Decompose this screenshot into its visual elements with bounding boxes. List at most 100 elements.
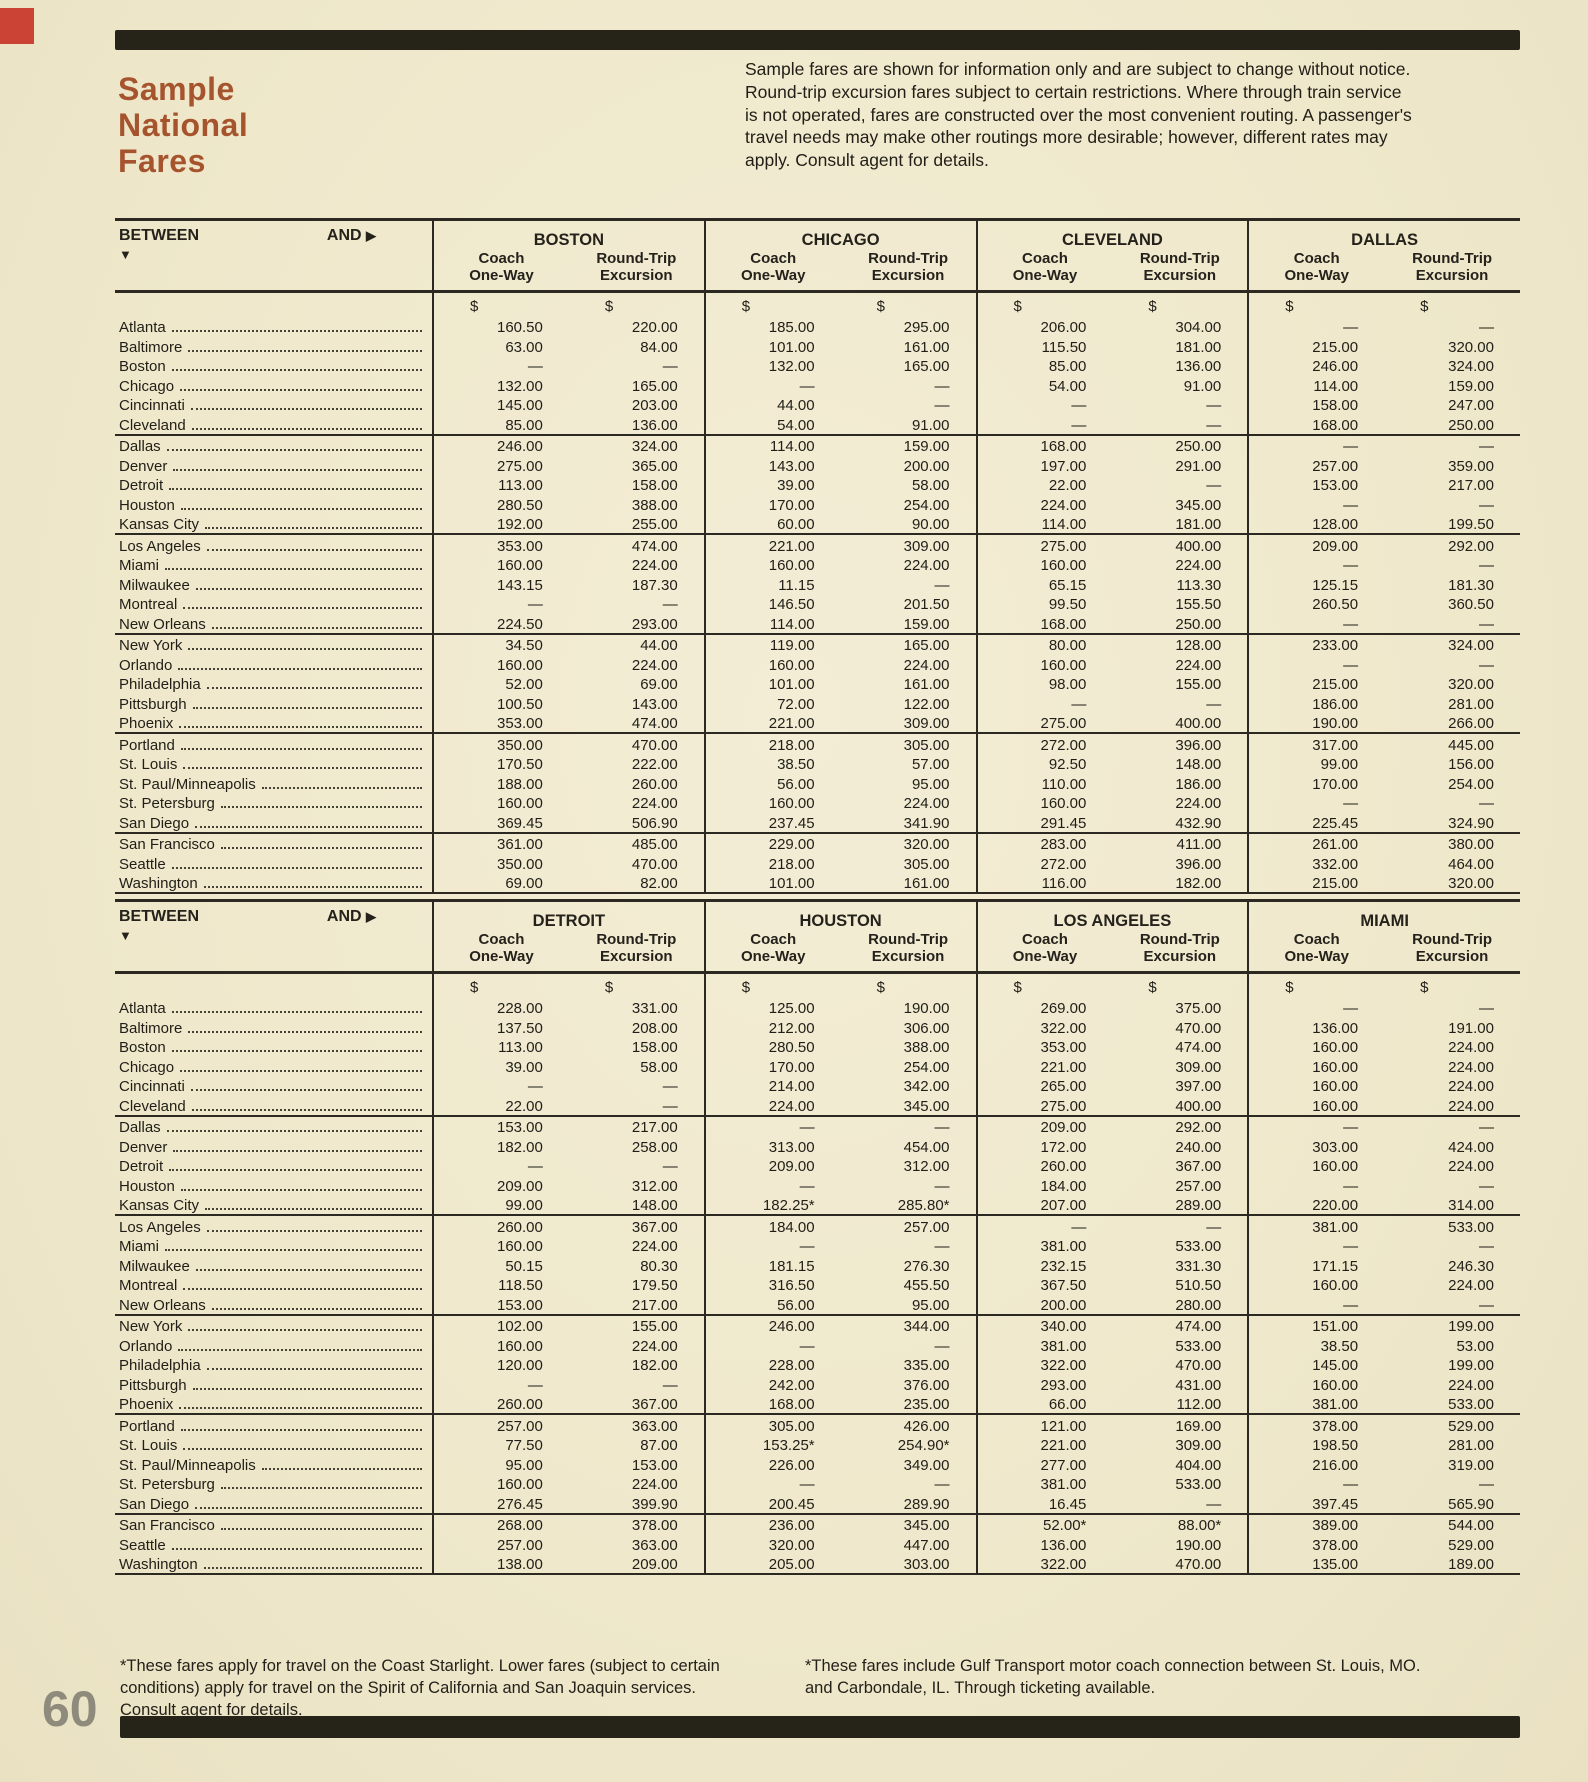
fare-cell: 397.00 bbox=[1175, 1078, 1222, 1095]
fare-cell: 322.00 bbox=[975, 1017, 1113, 1037]
fare-cell: 218.00 bbox=[703, 853, 841, 873]
fare-cell: — bbox=[1247, 316, 1385, 336]
fare-cell: 170.00 bbox=[703, 494, 841, 514]
fare-row-san-diego: San Diego 276.45 399.90 200.45 289.90 16.45 — 3… bbox=[115, 1493, 1520, 1514]
fare-cell: — bbox=[934, 1238, 950, 1255]
dotted-leader bbox=[220, 846, 422, 849]
fare-cell: 172.00 bbox=[975, 1136, 1113, 1156]
column-city-houston: HOUSTON bbox=[703, 900, 977, 931]
dotted-leader bbox=[173, 1149, 422, 1152]
fare-cell: 38.50 bbox=[1247, 1335, 1385, 1355]
fare-cell: 136.00 bbox=[1175, 358, 1222, 375]
fare-cell: 171.15 bbox=[1247, 1255, 1385, 1275]
dotted-leader bbox=[171, 1010, 422, 1013]
fare-row-group: Atlanta 160.50 220.00 185.00 295.00 206.00 304… bbox=[115, 316, 1520, 435]
fare-row-los-angeles: Los Angeles 260.00 367.00 184.00 257.00 — — 381… bbox=[115, 1215, 1520, 1236]
fare-cell: 275.00 bbox=[975, 534, 1113, 555]
between-label: BETWEEN bbox=[119, 908, 199, 925]
dotted-leader bbox=[195, 587, 422, 590]
row-city-label: Miami bbox=[119, 557, 159, 574]
row-city-label: Washington bbox=[119, 875, 198, 892]
fare-cell: 69.00 bbox=[432, 872, 569, 893]
fare-cell: 474.00 bbox=[1175, 1318, 1222, 1335]
fare-row-pittsburgh: Pittsburgh 100.50 143.00 72.00 122.00 — — 186.0… bbox=[115, 693, 1520, 713]
currency-row: $ $ $ $ $ $ $ $ bbox=[115, 972, 1520, 998]
fare-cell: 151.00 bbox=[1247, 1314, 1385, 1335]
row-city-label: Phoenix bbox=[119, 715, 174, 732]
fare-cell: — bbox=[703, 1175, 841, 1195]
fare-cell: 99.50 bbox=[975, 593, 1113, 613]
dotted-leader bbox=[188, 1328, 422, 1331]
fare-cell: 101.00 bbox=[703, 336, 841, 356]
fare-cell: 529.00 bbox=[1448, 1417, 1494, 1435]
fare-cell: 206.00 bbox=[975, 316, 1113, 336]
fare-cell: 291.00 bbox=[1175, 457, 1222, 475]
fare-cell: 470.00 bbox=[1175, 1556, 1222, 1573]
fare-cell: 208.00 bbox=[631, 1019, 678, 1037]
fare-cell: 209.00 bbox=[1247, 534, 1385, 555]
fare-cell: 57.00 bbox=[911, 756, 950, 773]
currency-sign: $ bbox=[1148, 297, 1157, 315]
fare-cell: 114.00 bbox=[1247, 375, 1385, 395]
fare-cell: — bbox=[1247, 792, 1385, 812]
fare-cell: 344.00 bbox=[903, 1318, 950, 1335]
fare-cell: 182.00 bbox=[631, 1357, 678, 1374]
fare-cell: 199.00 bbox=[1448, 1357, 1494, 1374]
fare-cell: 396.00 bbox=[1175, 736, 1222, 754]
fare-cell: 125.00 bbox=[703, 997, 841, 1017]
fare-cell: — bbox=[1479, 795, 1494, 812]
fare-cell: — bbox=[432, 1374, 569, 1394]
fare-cell: 110.00 bbox=[975, 773, 1113, 793]
fare-cell: 224.00 bbox=[1448, 1039, 1494, 1056]
fare-cell: 224.00 bbox=[631, 795, 678, 812]
dotted-leader bbox=[205, 526, 422, 529]
fare-cell: 303.00 bbox=[1247, 1136, 1385, 1156]
fare-cell: — bbox=[1479, 1238, 1494, 1255]
dotted-leader bbox=[188, 647, 422, 650]
currency-sign: $ bbox=[703, 291, 841, 317]
fare-cell: 160.00 bbox=[703, 554, 841, 574]
fare-cell: 170.50 bbox=[432, 753, 569, 773]
fare-cell: 319.00 bbox=[1448, 1456, 1494, 1474]
fare-cell: 320.00 bbox=[703, 1534, 841, 1554]
fare-cell: 160.00 bbox=[1247, 1374, 1385, 1394]
row-city-label: Montreal bbox=[119, 596, 178, 613]
fare-row-atlanta: Atlanta 160.50 220.00 185.00 295.00 206.00 304… bbox=[115, 316, 1520, 336]
fare-cell: 312.00 bbox=[631, 1177, 678, 1195]
fare-cell: 400.00 bbox=[1175, 1097, 1222, 1115]
fare-cell: 90.00 bbox=[911, 516, 950, 533]
row-city-label: Cleveland bbox=[119, 1097, 186, 1115]
fare-cell: 400.00 bbox=[1175, 537, 1222, 555]
row-city-label: Detroit bbox=[119, 1158, 164, 1175]
row-city-label: Boston bbox=[119, 358, 166, 375]
fare-cell: 98.00 bbox=[975, 673, 1113, 693]
row-city-label: Pittsburgh bbox=[119, 695, 187, 713]
dotted-leader bbox=[169, 487, 422, 490]
dotted-leader bbox=[178, 1348, 422, 1351]
fare-cell: 381.00 bbox=[1247, 1215, 1385, 1236]
fare-cell: 388.00 bbox=[631, 496, 678, 514]
fare-row-group: Los Angeles 353.00 474.00 221.00 309.00 275.0… bbox=[115, 534, 1520, 634]
fare-cell: 99.00 bbox=[1247, 753, 1385, 773]
fare-row-montreal: Montreal 118.50 179.50 316.50 455.50 367.50 51… bbox=[115, 1274, 1520, 1294]
fare-cell: 224.00 bbox=[1448, 1277, 1494, 1294]
fare-cell: 179.50 bbox=[631, 1277, 678, 1294]
fare-cell: 155.50 bbox=[1175, 596, 1222, 613]
fare-cell: 396.00 bbox=[1175, 855, 1222, 873]
fare-cell: — bbox=[662, 1158, 678, 1175]
row-city-label: Pittsburgh bbox=[119, 1376, 187, 1394]
fare-cell: 85.00 bbox=[975, 355, 1113, 375]
fare-cell: 160.00 bbox=[1247, 1274, 1385, 1294]
fare-cell: 161.00 bbox=[903, 875, 950, 892]
fare-cell: 95.00 bbox=[911, 1296, 950, 1314]
fare-cell: 359.00 bbox=[1448, 457, 1494, 475]
fare-cell: — bbox=[1206, 397, 1222, 414]
fare-cell: 217.00 bbox=[631, 1119, 678, 1136]
fare-cell: 160.00 bbox=[1247, 1036, 1385, 1056]
fare-cell: 191.00 bbox=[1448, 1019, 1494, 1037]
fare-cell: 82.00 bbox=[640, 875, 678, 892]
fare-row-boston: Boston — — 132.00 165.00 85.00 136.00 246.00 324… bbox=[115, 355, 1520, 375]
row-city-label: Seattle bbox=[119, 855, 166, 873]
row-city-label: St. Paul/Minneapolis bbox=[119, 1456, 256, 1474]
row-city-label: St. Louis bbox=[119, 756, 178, 773]
